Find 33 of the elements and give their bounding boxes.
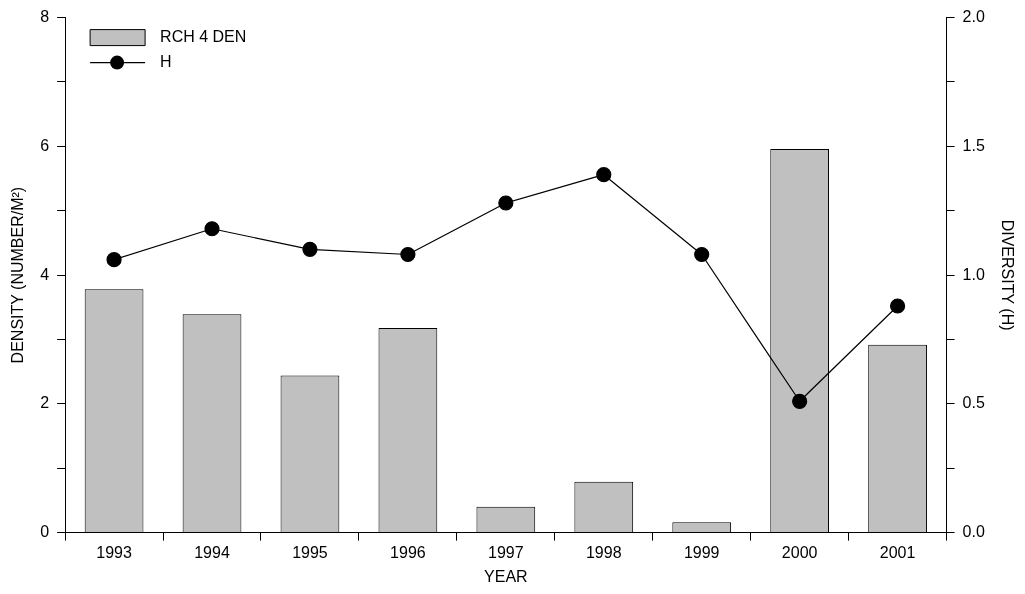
y2-tick-label: 1.5	[962, 136, 985, 154]
point	[792, 393, 808, 409]
x-tick-label: 1994	[194, 543, 230, 561]
x-tick-label: 2001	[879, 543, 916, 561]
legend-label: RCH 4 DEN	[160, 28, 247, 46]
point	[596, 167, 612, 183]
y-tick-label: 4	[40, 265, 50, 283]
y-tick-label: 8	[40, 8, 50, 26]
point	[498, 195, 514, 211]
x-tick-label: 1996	[390, 543, 426, 561]
x-tick-label: 1998	[585, 543, 622, 561]
x-tick-label: 1993	[96, 543, 132, 561]
y-tick-label: 6	[40, 136, 50, 154]
y2-tick-label: 1.0	[962, 265, 985, 283]
point	[694, 246, 710, 263]
point	[889, 298, 906, 314]
x-tick-label: 1995	[292, 543, 328, 561]
point	[204, 221, 220, 237]
legend-label: H	[160, 53, 172, 71]
x-tick-label: 1999	[683, 543, 720, 561]
point	[106, 252, 122, 268]
x-axis-title: YEAR	[484, 567, 528, 585]
y-tick-label: 2	[40, 394, 50, 412]
y2-axis-title: DIVERSITY (H)	[998, 219, 1016, 331]
y-tick-label: 0	[40, 523, 50, 541]
y2-tick-label: 0.5	[962, 394, 985, 412]
y2-tick-label: 0.0	[962, 523, 985, 541]
x-tick-label: 1997	[488, 543, 524, 561]
x-tick-label: 2000	[781, 543, 818, 561]
y2-tick-label: 2.0	[962, 8, 985, 26]
point	[302, 241, 318, 257]
point	[400, 246, 416, 263]
y-axis-title: DENSITY (NUMBER/M²)	[9, 186, 27, 364]
